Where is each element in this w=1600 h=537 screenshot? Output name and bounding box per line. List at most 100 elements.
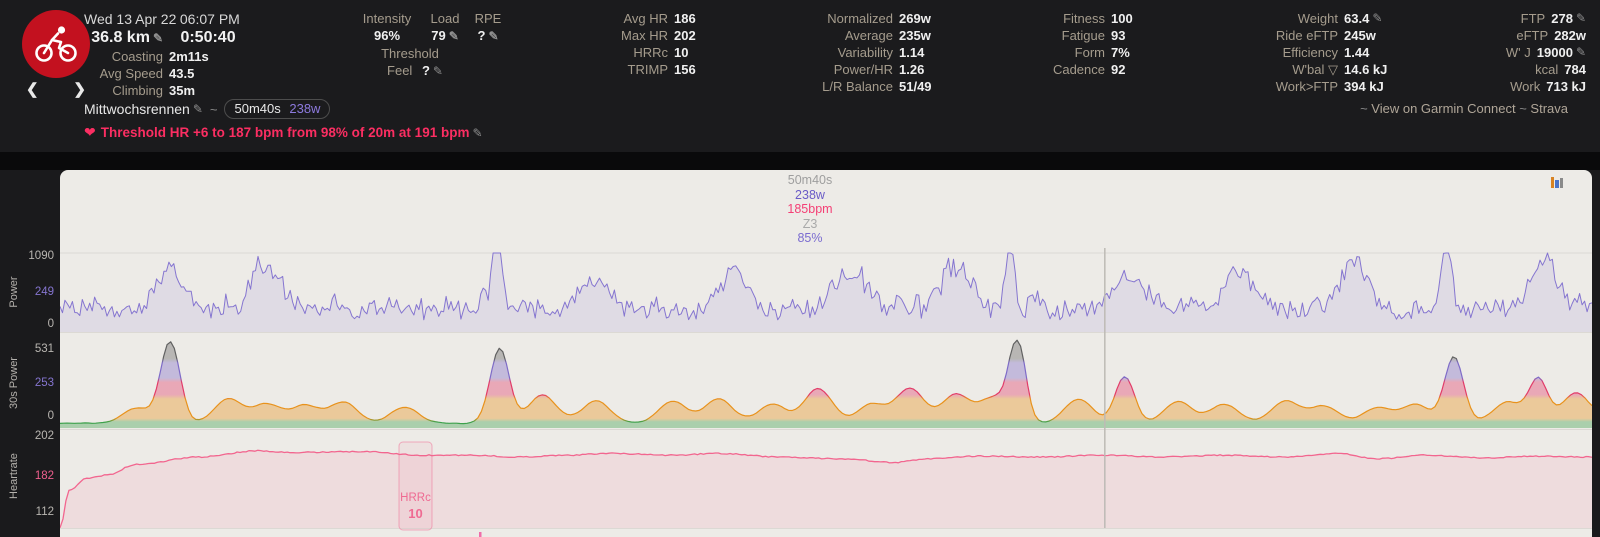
fitness-column: Fitness 100 Fatigue 93 Form 7% Cadence 92: [1000, 10, 1133, 78]
badge-duration: 50m40s: [234, 101, 281, 116]
badge-power: 238w: [289, 101, 321, 116]
stat-label: TRIMP: [627, 62, 668, 77]
stat-row: Average 235w: [776, 27, 932, 44]
stat-label: W' J: [1505, 45, 1531, 60]
stat-value: 278: [1551, 11, 1573, 26]
external-links-row: ~ View on Garmin Connect ~ Strava: [1360, 101, 1568, 116]
axis-tick: 202: [34, 430, 54, 442]
stat-value: 63.4: [1344, 11, 1370, 26]
stat-row: Climbing 35m: [84, 82, 240, 99]
stat-label: Cadence: [1052, 62, 1105, 77]
stat-row: Fatigue 93: [1000, 27, 1133, 44]
axis-tick: 112: [35, 506, 54, 518]
stat-value: 2m11s: [169, 49, 209, 64]
stat-value: 784: [1564, 62, 1586, 77]
stat-label: L/R Balance: [822, 79, 893, 94]
selection-badge[interactable]: 50m40s 238w: [224, 99, 331, 119]
threshold-alert-text: Threshold HR +6 to 187 bpm from 98% of 2…: [100, 125, 470, 140]
activity-charts[interactable]: HRRc 10: [60, 170, 1592, 537]
stat-row: Fitness 100: [1000, 10, 1133, 27]
stat-value: 1.44: [1344, 45, 1370, 60]
stat-row: Cadence 92: [1000, 61, 1133, 78]
stat-label: HRRc: [633, 45, 668, 60]
stat-label: Coasting: [111, 49, 163, 64]
stat-value: 202: [674, 28, 696, 43]
stat-row: Coasting 2m11s: [84, 48, 240, 65]
edit-pencil-icon[interactable]: ✎: [192, 102, 203, 116]
next-activity-button[interactable]: ❯: [73, 81, 86, 98]
intensity-column: Intensity Load RPE 96% 79 ✎ ? ✎ Threshold …: [352, 10, 508, 80]
chart-card: [60, 170, 1592, 537]
activity-time: 06:07 PM: [179, 11, 240, 27]
stat-row: Ride eFTP 245w: [1248, 27, 1387, 44]
stat-row: W'bal ▽ 14.6 kJ: [1248, 61, 1387, 78]
edit-pencil-icon[interactable]: ✎: [152, 31, 163, 45]
stat-row: Variability 1.14: [776, 44, 932, 61]
stat-label: Climbing: [112, 83, 163, 98]
edit-pencil-icon[interactable]: ✎: [1575, 45, 1586, 59]
datetime-column: Wed 13 Apr 22 06:07 PM 36.8 km ✎ 0:50:40 …: [84, 10, 240, 99]
stat-row: Weight 63.4 ✎: [1248, 10, 1387, 27]
edit-pencil-icon[interactable]: ✎: [1575, 11, 1586, 25]
chart-settings-icon[interactable]: [1551, 176, 1563, 188]
threshold-alert-row: ❤ Threshold HR +6 to 187 bpm from 98% of…: [84, 124, 483, 141]
garmin-connect-link[interactable]: View on Garmin Connect: [1371, 101, 1516, 116]
stat-value: 713 kJ: [1546, 79, 1586, 94]
axis-tick: 182: [34, 470, 54, 482]
stat-row: Form 7%: [1000, 44, 1133, 61]
edit-pencil-icon[interactable]: ✎: [432, 64, 443, 78]
prev-activity-button[interactable]: ❮: [26, 81, 39, 98]
tooltip-zone: Z3: [802, 216, 818, 231]
ftp-column: FTP 278 ✎ eFTP 282w W' J 19000 ✎ kcal 784 Work 713 …: [1506, 10, 1586, 95]
edit-pencil-icon[interactable]: ✎: [488, 29, 499, 43]
options-tilde[interactable]: ~: [209, 101, 218, 117]
stat-label: Variability: [837, 45, 893, 60]
activity-name: Mittwochsrennen: [84, 101, 190, 117]
strava-link[interactable]: Strava: [1530, 101, 1568, 116]
stat-value: 35m: [169, 83, 196, 98]
stat-label: Max HR: [621, 28, 668, 43]
stat-value: 93: [1111, 28, 1126, 43]
stat-row: Avg Speed 43.5: [84, 65, 240, 82]
stat-label: Power/HR: [833, 62, 893, 77]
edit-pencil-icon[interactable]: ✎: [448, 29, 459, 43]
stat-label: kcal: [1535, 62, 1559, 77]
stat-value: 14.6 kJ: [1344, 62, 1388, 77]
intensity-label: Intensity: [362, 11, 412, 26]
heart-icon: ❤: [84, 124, 96, 140]
axis-tick: 1090: [28, 250, 54, 262]
header-chart-divider: [0, 152, 1600, 170]
stat-label: Efficiency: [1282, 45, 1338, 60]
tooltip-percent: 85%: [797, 231, 823, 245]
stat-label: W'bal ▽: [1292, 62, 1338, 77]
stat-row: FTP 278 ✎: [1506, 10, 1586, 27]
stat-value: 1.14: [899, 45, 925, 60]
stat-value: 235w: [899, 28, 931, 43]
stat-label: Average: [844, 28, 893, 43]
hrrc-annotation[interactable]: HRRc 10: [398, 441, 433, 531]
cyclist-icon: [35, 26, 77, 62]
activity-type-icon: [22, 10, 90, 78]
stat-value: 92: [1111, 62, 1126, 77]
edit-pencil-icon[interactable]: ✎: [472, 125, 483, 140]
weight-column: Weight 63.4 ✎ Ride eFTP 245w Efficiency 1.44 W'…: [1248, 10, 1388, 95]
stat-row: Power/HR 1.26: [776, 61, 932, 78]
tooltip-power: 238w: [795, 187, 825, 202]
stat-row: W' J 19000 ✎: [1506, 44, 1586, 61]
stat-value: 186: [674, 11, 696, 26]
activity-header: ❮ ❯ Wed 13 Apr 22 06:07 PM 36.8 km ✎ 0:50…: [0, 0, 1600, 152]
chart-section: HRRc 10 50m40s 238w 185bpm Z3 85% Power 10…: [0, 170, 1600, 537]
date-time-row: Wed 13 Apr 22 06:07 PM: [84, 10, 240, 28]
stat-value: 282w: [1554, 28, 1586, 43]
stat-label: Work: [1510, 79, 1541, 94]
intensity-value: 96%: [373, 28, 401, 43]
distance-value: 36.8 km ✎: [91, 29, 163, 46]
stat-row: Max HR 202: [596, 27, 696, 44]
axis-tick: 249: [34, 286, 54, 298]
stat-label: Weight: [1297, 11, 1338, 26]
edit-pencil-icon[interactable]: ✎: [1372, 11, 1383, 25]
threshold-link[interactable]: Threshold: [381, 46, 439, 61]
stat-row: Work 713 kJ: [1506, 78, 1586, 95]
tilde-separator: ~: [1519, 101, 1527, 116]
stat-label: Fatigue: [1061, 28, 1105, 43]
